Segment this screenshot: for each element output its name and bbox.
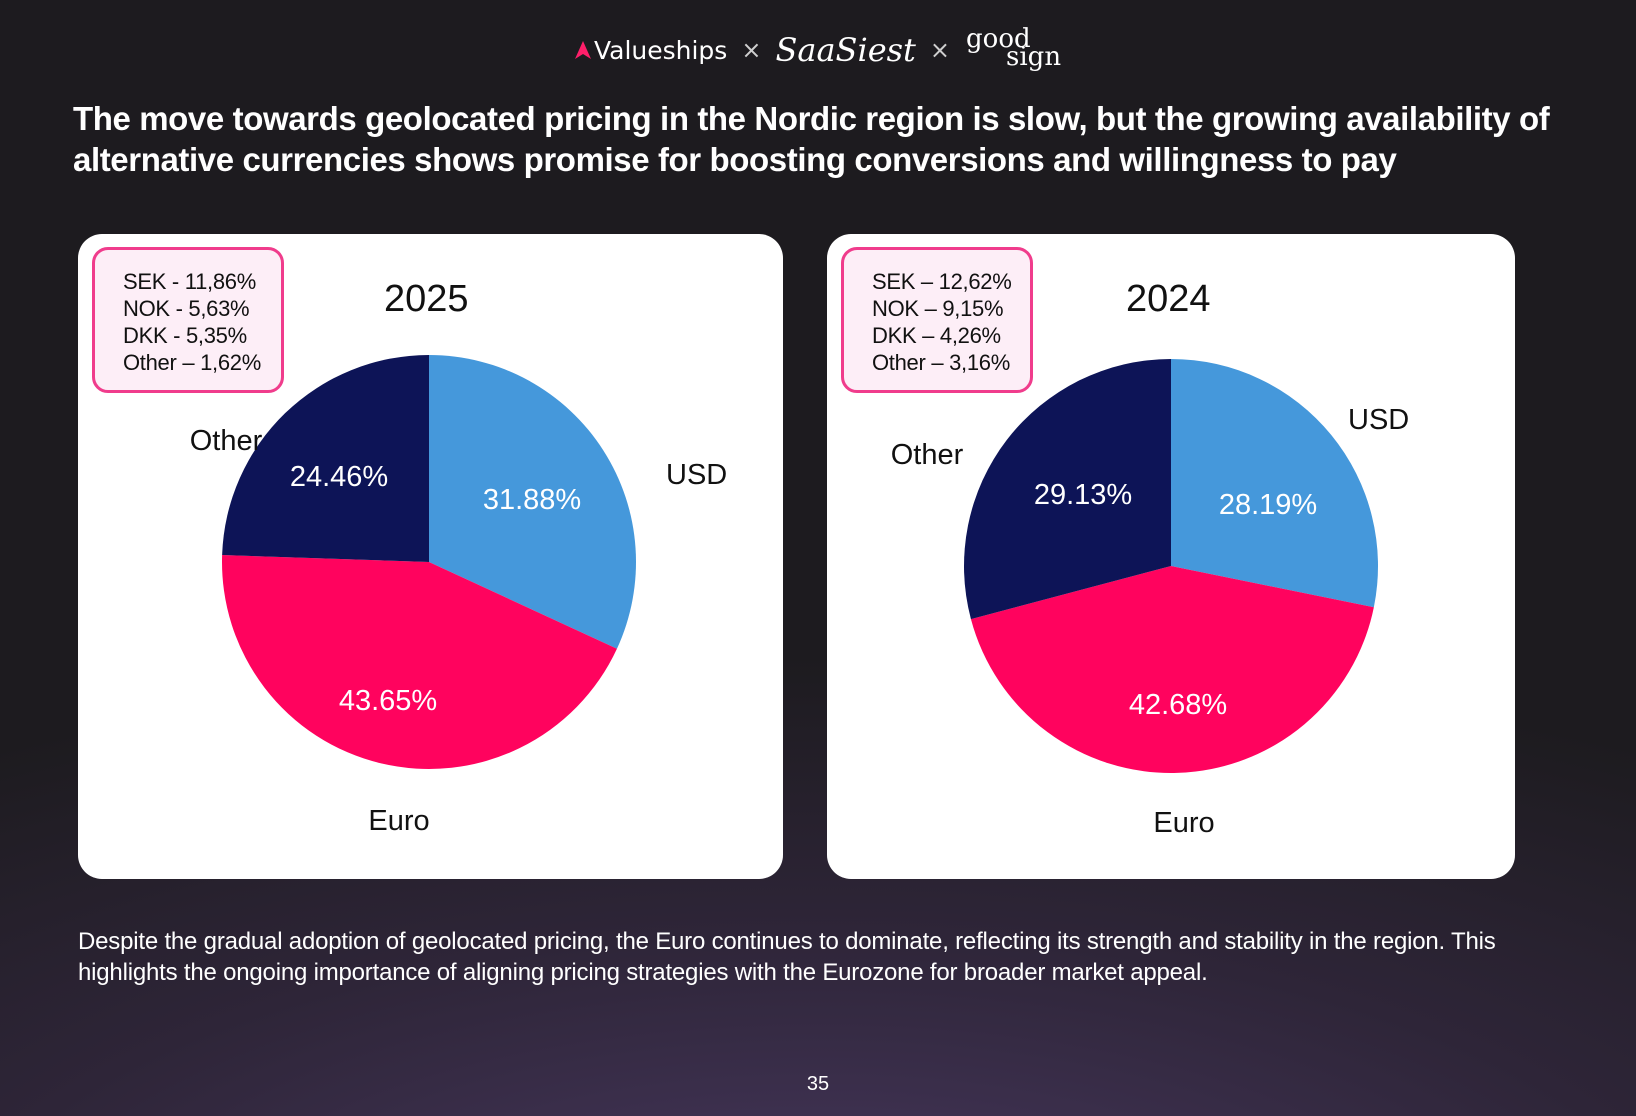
pie-chart-2024: 28.19% 42.68% 29.13% USD Euro Other xyxy=(891,359,1409,839)
breakdown-box-2024: SEK – 12,62% NOK – 9,15% DKK – 4,26% Oth… xyxy=(841,247,1033,393)
pie-chart-2025: 31.88% 43.65% 24.46% USD Euro Other xyxy=(190,355,727,837)
breakdown-item: NOK - 5,63% xyxy=(123,296,250,321)
chart-card-2025: SEK - 11,86% NOK - 5,63% DKK - 5,35% Oth… xyxy=(78,234,783,879)
category-label-euro: Euro xyxy=(368,805,429,837)
slice-value-label-euro: 42.68% xyxy=(1129,689,1227,721)
breakdown-item: NOK – 9,15% xyxy=(872,296,1004,321)
slice-value-label-other: 29.13% xyxy=(1034,479,1132,511)
pie-slice-euro xyxy=(222,555,617,769)
category-label-euro: Euro xyxy=(1153,807,1214,839)
category-label-other: Other xyxy=(190,425,263,457)
breakdown-item: Other – 1,62% xyxy=(123,350,261,375)
slice-value-label-usd: 31.88% xyxy=(483,484,581,516)
logo-separator-2: × xyxy=(929,36,951,64)
partner-logos: Valueships × SaaSiest × good sign xyxy=(0,22,1636,78)
category-label-usd: USD xyxy=(666,459,727,491)
valueships-logo: Valueships xyxy=(574,36,727,65)
slice-value-label-usd: 28.19% xyxy=(1219,489,1317,521)
pie-slice-other xyxy=(964,359,1171,620)
goodsign-logo-top: good xyxy=(966,24,1031,54)
page-number: 35 xyxy=(806,1073,830,1095)
chart-card-2024: SEK – 12,62% NOK – 9,15% DKK – 4,26% Oth… xyxy=(827,234,1515,879)
category-label-other: Other xyxy=(891,439,964,471)
chart-title-2025: 2025 xyxy=(384,278,469,320)
pie-slice-usd xyxy=(429,355,636,649)
valueships-logo-text: Valueships xyxy=(593,35,728,65)
chart-title-2024: 2024 xyxy=(1126,278,1211,320)
goodsign-logo: good sign xyxy=(964,22,1062,78)
breakdown-item: SEK – 12,62% xyxy=(872,269,1012,294)
breakdown-box-2025: SEK - 11,86% NOK - 5,63% DKK - 5,35% Oth… xyxy=(92,247,284,393)
breakdown-item: SEK - 11,86% xyxy=(123,269,256,294)
category-label-usd: USD xyxy=(1348,404,1409,436)
valueships-arrow-icon xyxy=(574,41,591,59)
saasiest-logo: SaaSiest xyxy=(775,31,916,69)
summary-note: Despite the gradual adoption of geolocat… xyxy=(78,928,1496,986)
headline: The move towards geolocated pricing in t… xyxy=(73,100,1550,178)
slice-value-label-euro: 43.65% xyxy=(339,685,437,717)
pie-slice-usd xyxy=(1171,359,1379,608)
pie-slice-euro xyxy=(970,566,1374,774)
breakdown-item: Other – 3,16% xyxy=(872,350,1010,375)
logo-separator-1: × xyxy=(741,36,762,64)
pie-slice-other xyxy=(222,355,429,562)
breakdown-item: DKK – 4,26% xyxy=(872,323,1001,348)
goodsign-logo-bottom: sign xyxy=(1006,42,1062,72)
breakdown-item: DKK - 5,35% xyxy=(123,323,247,348)
slice-value-label-other: 24.46% xyxy=(290,461,388,493)
